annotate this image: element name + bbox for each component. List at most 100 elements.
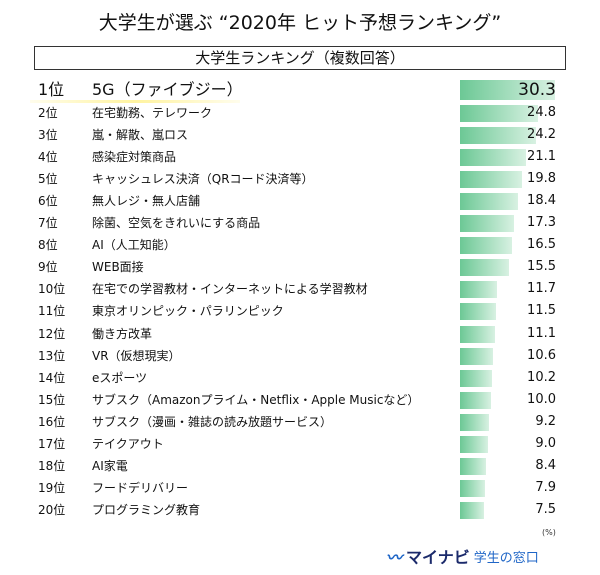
ranking-row: 18位 AI家電 8.4 [0,455,600,477]
bar [460,237,512,255]
bar [460,127,536,145]
value-label: 11.7 [527,281,556,297]
chart-subtitle: 大学生ランキング（複数回答） [34,46,566,70]
rank-label: 15位 [38,392,66,407]
value-label: 10.6 [527,347,556,363]
ranking-row: 5位 キャッシュレス決済（QRコード決済等） 19.8 [0,168,600,190]
value-label: 8.4 [535,457,556,473]
rank-label: 11位 [38,304,66,319]
rank-label: 18位 [38,458,66,473]
item-label: AI家電 [92,458,128,473]
bar [460,457,487,475]
rank-label: 5位 [38,172,58,187]
value-label: 18.4 [527,193,556,209]
rank-label: 3位 [38,128,58,143]
item-label: 無人レジ・無人店舗 [92,194,201,209]
bar [460,413,489,431]
highlight-underline [30,100,240,103]
value-label: 17.3 [527,215,556,231]
value-label: 7.5 [535,501,556,517]
ranking-row: 8位 AI（人工知能） 16.5 [0,234,600,256]
rank-label: 2位 [38,106,58,120]
logo-mark-icon: 〰 [386,548,403,567]
item-label: 東京オリンピック・パラリンピック [92,304,284,319]
item-label: テイクアウト [92,436,164,451]
value-label: 24.8 [527,105,556,120]
rank-label: 8位 [38,238,58,253]
unit-label: (%) [542,528,556,537]
rank-label: 6位 [38,194,58,209]
item-label: 5G（ファイブジー） [92,80,243,99]
ranking-row: 11位 東京オリンピック・パラリンピック 11.5 [0,300,600,322]
ranking-row: 16位 サブスク（漫画・雑誌の読み放題サービス） 9.2 [0,411,600,433]
rank-label: 9位 [38,260,58,275]
value-label: 10.2 [527,369,556,385]
rank-label: 17位 [38,436,66,451]
chart-title: 大学生が選ぶ “2020年 ヒット予想ランキング” [98,12,502,34]
value-label: 24.2 [527,127,556,143]
value-label: 10.0 [527,391,556,407]
value-label: 15.5 [527,259,556,275]
bar [460,501,484,519]
rank-label: 7位 [38,216,58,231]
ranking-row: 4位 感染症対策商品 21.1 [0,146,600,168]
ranking-row: 17位 テイクアウト 9.0 [0,433,600,455]
rank-label: 14位 [38,370,66,385]
bar [460,479,485,497]
item-label: 感染症対策商品 [92,150,177,165]
logo-name: マイナビ [406,548,470,567]
ranking-row: 2位 在宅勤務、テレワーク 24.8 [0,102,600,124]
item-label: プログラミング教育 [92,502,201,517]
bar [460,171,523,189]
rank-label: 4位 [38,150,58,165]
item-label: AI（人工知能） [92,238,176,253]
bar [460,435,489,453]
item-label: 在宅での学習教材・インターネットによる学習教材 [92,282,368,297]
bar [460,325,495,343]
ranking-row: 12位 働き方改革 11.1 [0,323,600,345]
bar [460,105,538,122]
ranking-row: 10位 在宅での学習教材・インターネットによる学習教材 11.7 [0,278,600,300]
value-label: 9.2 [535,413,556,429]
item-label: サブスク（Amazonプライム・Netflix・Apple Musicなど） [92,392,420,407]
value-label: 7.9 [535,479,556,495]
rank-label: 13位 [38,348,66,363]
bar [460,347,494,365]
bar [460,80,555,100]
rank-label: 20位 [38,502,66,517]
item-label: 除菌、空気をきれいにする商品 [92,216,261,231]
mynavi-logo: 〰 マイナビ 学生の窓口 [386,544,539,568]
value-label: 21.1 [527,149,556,165]
item-label: eスポーツ [92,370,148,385]
value-label: 16.5 [527,237,556,253]
item-label: フードデリバリー [92,480,189,495]
logo-sub: 学生の窓口 [473,550,539,566]
value-label: 9.0 [535,435,556,451]
bar [460,149,527,167]
rank-label: 12位 [38,326,66,341]
item-label: 嵐・解散、嵐ロス [92,128,189,143]
ranking-row: 13位 VR（仮想現実） 10.6 [0,345,600,367]
value-label: 11.1 [527,325,556,341]
item-label: 働き方改革 [92,326,153,341]
rank-label: 10位 [38,282,66,297]
value-label: 11.5 [527,303,556,319]
bar [460,281,497,299]
ranking-row: 6位 無人レジ・無人店舗 18.4 [0,190,600,212]
ranking-row: 1位 5G（ファイブジー） 30.3 [0,79,600,101]
bar [460,215,515,233]
ranking-row: 14位 eスポーツ 10.2 [0,367,600,389]
ranking-row: 19位 フードデリバリー 7.9 [0,477,600,499]
ranking-row: 20位 プログラミング教育 7.5 [0,499,600,521]
ranking-row: 9位 WEB面接 15.5 [0,256,600,278]
bar [460,303,497,321]
value-label: 30.3 [518,80,556,100]
rank-label: 19位 [38,480,66,495]
ranking-row: 7位 除菌、空気をきれいにする商品 17.3 [0,212,600,234]
bar [460,259,509,277]
bar [460,369,492,387]
ranking-row: 3位 嵐・解散、嵐ロス 24.2 [0,124,600,146]
item-label: WEB面接 [92,260,144,275]
value-label: 19.8 [527,171,556,187]
ranking-row: 15位 サブスク（Amazonプライム・Netflix・Apple Musicなど… [0,389,600,411]
